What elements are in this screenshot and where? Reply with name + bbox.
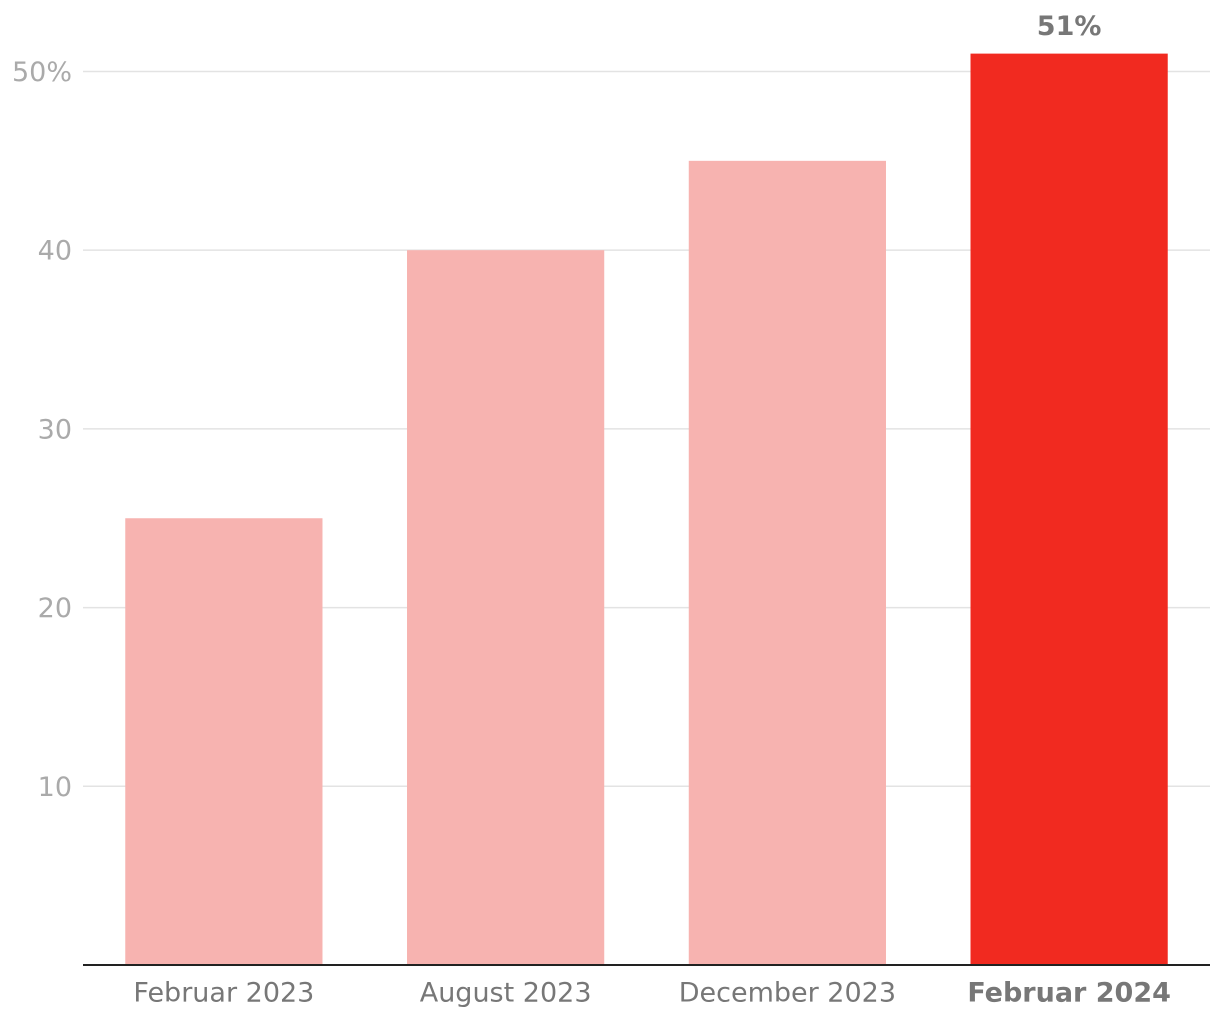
x-tick-label: December 2023 [679, 978, 896, 1009]
y-tick-label: 40 [38, 236, 72, 267]
y-tick-label: 20 [38, 593, 72, 624]
x-tick-label: August 2023 [420, 978, 592, 1009]
bar [125, 518, 323, 965]
y-tick-label: 30 [38, 414, 72, 445]
value-label: 51% [1037, 11, 1102, 42]
y-tick-label: 10 [38, 772, 72, 803]
bar [407, 250, 605, 965]
x-tick-label: Februar 2023 [133, 978, 314, 1009]
y-tick-label: 50% [12, 57, 72, 88]
x-tick-label: Februar 2024 [967, 978, 1171, 1009]
bar [970, 53, 1168, 966]
bar [688, 160, 886, 966]
